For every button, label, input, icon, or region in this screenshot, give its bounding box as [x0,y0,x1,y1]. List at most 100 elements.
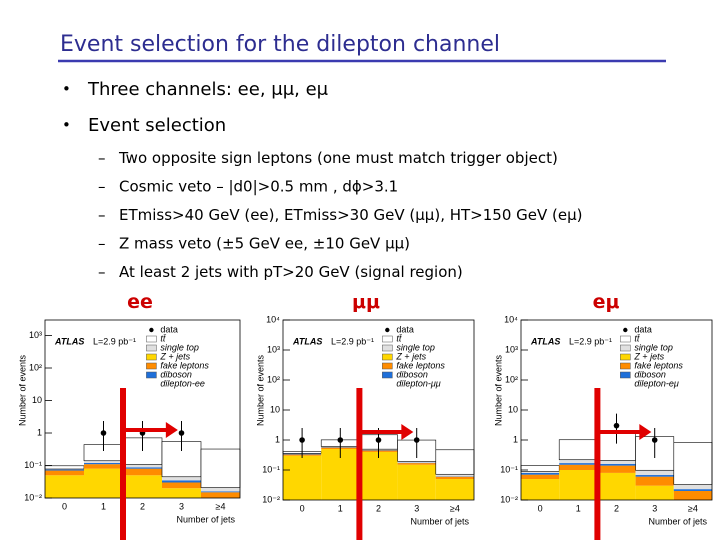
y-axis-label: Number of events [17,355,27,427]
x-tick-label: ≥4 [450,503,460,513]
stack-segment [635,475,674,477]
legend-label: Z + jets [395,351,426,361]
legend-swatch [620,371,631,379]
x-tick-label: 0 [62,501,67,511]
y-tick-label: 10⁻¹ [24,460,42,470]
stack-segment [84,462,123,465]
stack-segment [201,487,240,492]
legend-label: tt̄ [634,333,640,343]
legend-marker [385,327,390,333]
stack-segment [435,479,474,500]
stack-segment [201,491,240,493]
legend-swatch [620,335,631,343]
legend-label: Z + jets [159,351,190,361]
data-point [375,437,382,443]
dash: – [98,206,106,224]
stack-segment [635,476,674,486]
panel-label: ee [127,291,153,313]
legend-label: data [160,324,178,334]
legend-swatch [382,335,393,343]
legend-swatch [146,353,157,361]
sub-bullet: Two opposite sign leptons (one must matc… [118,149,558,167]
x-axis-label: Number of jets [176,514,235,524]
legend-label: tt̄ [160,333,166,343]
legend-marker [623,327,628,333]
x-tick-label: 1 [101,501,106,511]
x-tick-label: 1 [338,503,343,513]
stack-segment [435,476,474,480]
luminosity-label: L=2.9 pb⁻¹ [331,336,374,346]
stack-segment [435,474,474,477]
stack-segment [200,448,241,488]
y-tick-label: 10³ [505,344,518,354]
stack-segment [44,465,85,470]
legend-marker [149,327,154,333]
cut-arrowhead [639,424,652,440]
legend-swatch [382,353,393,361]
x-tick-label: 3 [179,501,184,511]
stack-segment [597,465,636,473]
legend-swatch [382,344,393,352]
stack-segment [84,468,123,498]
panel-label: μμ [352,291,380,313]
stack-segment [559,459,598,464]
stack-segment [597,472,636,500]
stack-segment [397,463,436,465]
stack-segment [45,470,84,476]
x-axis-label: Number of jets [648,516,707,526]
sub-bullet: Cosmic veto – |d0|>0.5 mm , dϕ>3.1 [119,178,398,196]
stack-segment [283,455,322,500]
atlas-label: ATLAS [292,336,322,346]
y-tick-label: 10⁻² [262,494,280,504]
legend-label: data [396,324,414,334]
y-tick-label: 1 [37,427,42,437]
legend-swatch [146,371,157,379]
stack-segment [521,471,560,473]
stack-segment [521,479,560,500]
x-tick-label: 3 [414,503,419,513]
plot-frame [44,319,241,499]
stack-segment [45,469,84,471]
legend-label: diboson [634,369,666,379]
x-tick-label: 2 [140,501,145,511]
stack-segment [84,460,123,463]
legend-title: dilepton-ee [160,378,205,388]
y-tick-label: 10⁻¹ [500,464,518,474]
x-tick-label: 0 [300,503,305,513]
dash: – [98,263,106,281]
legend-label: data [634,324,652,334]
dash: – [98,178,106,196]
legend-title: dilepton-eμ [634,378,679,388]
y-tick-label: 10² [29,362,42,372]
stack-segment [123,464,162,468]
stack-segment [559,464,598,470]
x-axis-label: Number of jets [410,516,469,526]
cut-arrowhead [401,424,414,440]
legend-label: Z + jets [633,351,664,361]
x-tick-label: 0 [538,503,543,513]
stack-segment [673,484,712,490]
stack-segment [123,475,162,498]
legend-swatch [146,344,157,352]
stack-segment [397,464,436,500]
stack-segment [521,472,560,475]
stack-segment [635,485,674,500]
legend-label: fake leptons [160,360,209,370]
legend-label: single top [634,342,673,352]
data-point [178,430,185,436]
stack-segment [359,451,398,500]
bullet: Three channels: ee, μμ, eμ [87,79,329,100]
stack-segment [397,461,436,463]
stack-segment [45,475,84,498]
legend-label: diboson [396,369,428,379]
stack-segment [435,449,475,475]
stack-segment [162,482,201,489]
legend-label: single top [160,342,199,352]
stack-segment [123,468,162,476]
stack-segment [559,470,598,500]
y-tick-label: 1 [513,434,518,444]
legend-label: single top [396,342,435,352]
data-point [651,437,658,443]
